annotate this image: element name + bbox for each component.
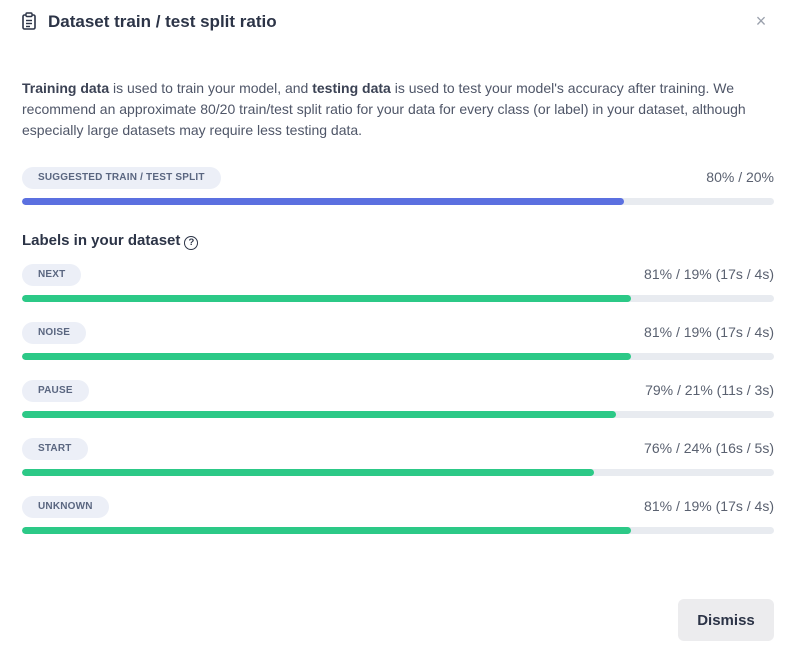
suggested-split-bar xyxy=(22,198,774,205)
dialog-title: Dataset train / test split ratio xyxy=(48,12,277,31)
label-split-bar xyxy=(22,469,774,476)
label-split-bar xyxy=(22,353,774,360)
label-split-value: 81% / 19% (17s / 4s) xyxy=(644,266,774,282)
training-data-term: Training data xyxy=(22,80,110,96)
label-split-bar-fill xyxy=(22,353,631,360)
label-split-value: 76% / 24% (16s / 5s) xyxy=(644,440,774,456)
testing-data-term: testing data xyxy=(312,80,391,96)
label-split-bar-fill xyxy=(22,295,631,302)
label-badge: UNKNOWN xyxy=(22,496,109,518)
question-circle-icon[interactable]: ? xyxy=(184,236,199,250)
label-split-bar xyxy=(22,411,774,418)
close-icon[interactable]: × xyxy=(755,11,767,31)
dialog-header: Dataset train / test split ratio × xyxy=(22,11,773,33)
suggested-split-badge: SUGGESTED TRAIN / TEST SPLIT xyxy=(22,167,221,189)
suggested-split-value: 80% / 20% xyxy=(706,169,774,185)
label-split-value: 81% / 19% (17s / 4s) xyxy=(644,324,774,340)
labels-section-title-text: Labels in your dataset xyxy=(22,232,181,249)
suggested-split-bar-fill xyxy=(22,198,624,205)
description-part-1: is used to train your model, and xyxy=(109,80,313,96)
label-split-bar xyxy=(22,295,774,302)
label-badge: NEXT xyxy=(22,264,82,286)
label-badge: START xyxy=(22,438,88,460)
label-split-bar-fill xyxy=(22,527,631,534)
labels-section-title: Labels in your dataset? xyxy=(22,231,199,251)
description-part-2: is used to test your model's accuracy af… xyxy=(22,80,746,138)
label-split-bar-fill xyxy=(22,411,616,418)
label-split-bar xyxy=(22,527,774,534)
label-split-value: 81% / 19% (17s / 4s) xyxy=(644,498,774,514)
dismiss-button[interactable]: Dismiss xyxy=(678,599,774,641)
clipboard-icon xyxy=(22,12,36,30)
label-split-bar-fill xyxy=(22,469,594,476)
label-split-value: 79% / 21% (11s / 3s) xyxy=(645,382,774,398)
label-badge: NOISE xyxy=(22,322,87,344)
label-badge: PAUSE xyxy=(22,380,89,402)
description-text: Training data is used to train your mode… xyxy=(22,78,772,141)
